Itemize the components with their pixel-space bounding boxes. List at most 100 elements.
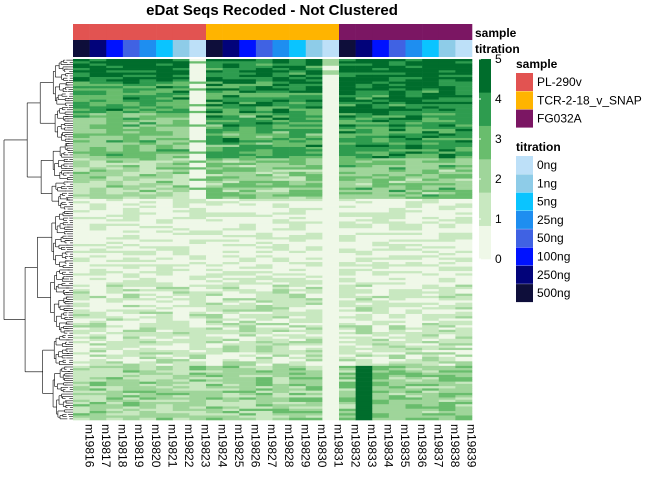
heatmap-cell (222, 180, 240, 184)
heatmap-cell (89, 232, 107, 236)
heatmap-cell (272, 417, 290, 421)
heatmap-cell (222, 185, 240, 188)
heatmap-cell (455, 273, 473, 276)
heatmap-cell (422, 137, 440, 141)
heatmap-cell (438, 350, 456, 353)
heatmap-cell (405, 201, 423, 204)
heatmap-cell (156, 63, 174, 67)
heatmap-cell (122, 309, 140, 312)
heatmap-cell (89, 291, 107, 294)
heatmap-cell (305, 304, 323, 308)
heatmap-cell (322, 201, 340, 204)
heatmap-cell (156, 81, 174, 85)
heatmap-cell (139, 280, 157, 283)
heatmap-cell (405, 126, 423, 130)
heatmap-cell (438, 374, 456, 378)
heatmap-cell (122, 92, 140, 96)
heatmap-cell (206, 140, 223, 143)
heatmap-cell (405, 248, 423, 252)
heatmap-cell (122, 86, 140, 89)
heatmap-cell (322, 372, 340, 376)
heatmap-cell (322, 183, 340, 186)
heatmap-cell (422, 295, 440, 299)
heatmap-cell (255, 309, 273, 312)
heatmap-cell (106, 271, 124, 274)
heatmap-cell (189, 63, 207, 67)
heatmap-cell (139, 327, 157, 331)
heatmap-cell (289, 399, 307, 403)
legend-titration-title: titration (516, 140, 561, 154)
sample-cell-m19827 (255, 24, 273, 40)
sample-cell-m19824 (206, 24, 223, 40)
heatmap-cell (73, 273, 90, 276)
heatmap-cell (438, 341, 456, 344)
heatmap-cell (156, 234, 174, 238)
heatmap-cell (322, 264, 340, 267)
heatmap-cell (156, 359, 174, 362)
heatmap-cell (189, 126, 207, 130)
heatmap-cell (156, 404, 174, 407)
heatmap-cell (388, 201, 406, 204)
heatmap-cell (255, 95, 273, 98)
heatmap-cell (405, 149, 423, 152)
heatmap-cell (339, 68, 356, 71)
heatmap-cell (255, 271, 273, 274)
heatmap-cell (422, 350, 440, 353)
heatmap-cell (89, 187, 107, 191)
heatmap-cell (89, 350, 107, 353)
heatmap-cell (405, 354, 423, 358)
heatmap-cell (322, 180, 340, 184)
heatmap-cell (106, 341, 124, 344)
heatmap-cell (89, 90, 107, 94)
heatmap-cell (189, 264, 207, 267)
heatmap-cell (355, 273, 373, 276)
heatmap-cell (355, 250, 373, 254)
heatmap-cell (106, 126, 124, 130)
heatmap-cell (289, 374, 307, 378)
heatmap-cell (239, 329, 257, 333)
heatmap-cell (372, 377, 390, 380)
heatmap-cell (255, 332, 273, 335)
heatmap-cell (172, 284, 190, 288)
heatmap-cell (139, 158, 157, 161)
heatmap-cell (206, 415, 223, 419)
heatmap-cell (73, 397, 90, 400)
heatmap-cell (422, 374, 440, 378)
heatmap-cell (388, 83, 406, 87)
heatmap-cell (139, 316, 157, 319)
heatmap-cell (206, 277, 223, 281)
heatmap-cell (339, 207, 356, 211)
heatmap-cell (172, 363, 190, 367)
heatmap-cell (305, 108, 323, 112)
heatmap-cell (156, 332, 174, 335)
heatmap-cell (122, 239, 140, 243)
heatmap-cell (106, 81, 124, 85)
heatmap-cell (438, 117, 456, 121)
heatmap-cell (156, 97, 174, 100)
heatmap-cell (73, 156, 90, 159)
heatmap-cell (372, 101, 390, 105)
heatmap-cell (89, 345, 107, 349)
heatmap-cell (122, 216, 140, 220)
heatmap-cell (355, 408, 373, 412)
heatmap-cell (322, 352, 340, 355)
heatmap-cell (372, 386, 390, 389)
heatmap-cell (339, 178, 356, 182)
heatmap-cell (139, 214, 157, 218)
heatmap-cell (106, 311, 124, 315)
heatmap-cell (355, 86, 373, 89)
heatmap-cell (222, 417, 240, 421)
heatmap-cell (272, 370, 290, 373)
heatmap-cell (289, 311, 307, 315)
heatmap-cell (106, 122, 124, 125)
heatmap-cell (239, 332, 257, 335)
heatmap-cell (172, 140, 190, 143)
heatmap-cell (289, 309, 307, 312)
heatmap-cell (388, 415, 406, 419)
heatmap-cell (73, 372, 90, 376)
heatmap-cell (106, 151, 124, 155)
heatmap-cell (89, 383, 107, 387)
heatmap-cell (89, 248, 107, 252)
heatmap-cell (289, 354, 307, 358)
